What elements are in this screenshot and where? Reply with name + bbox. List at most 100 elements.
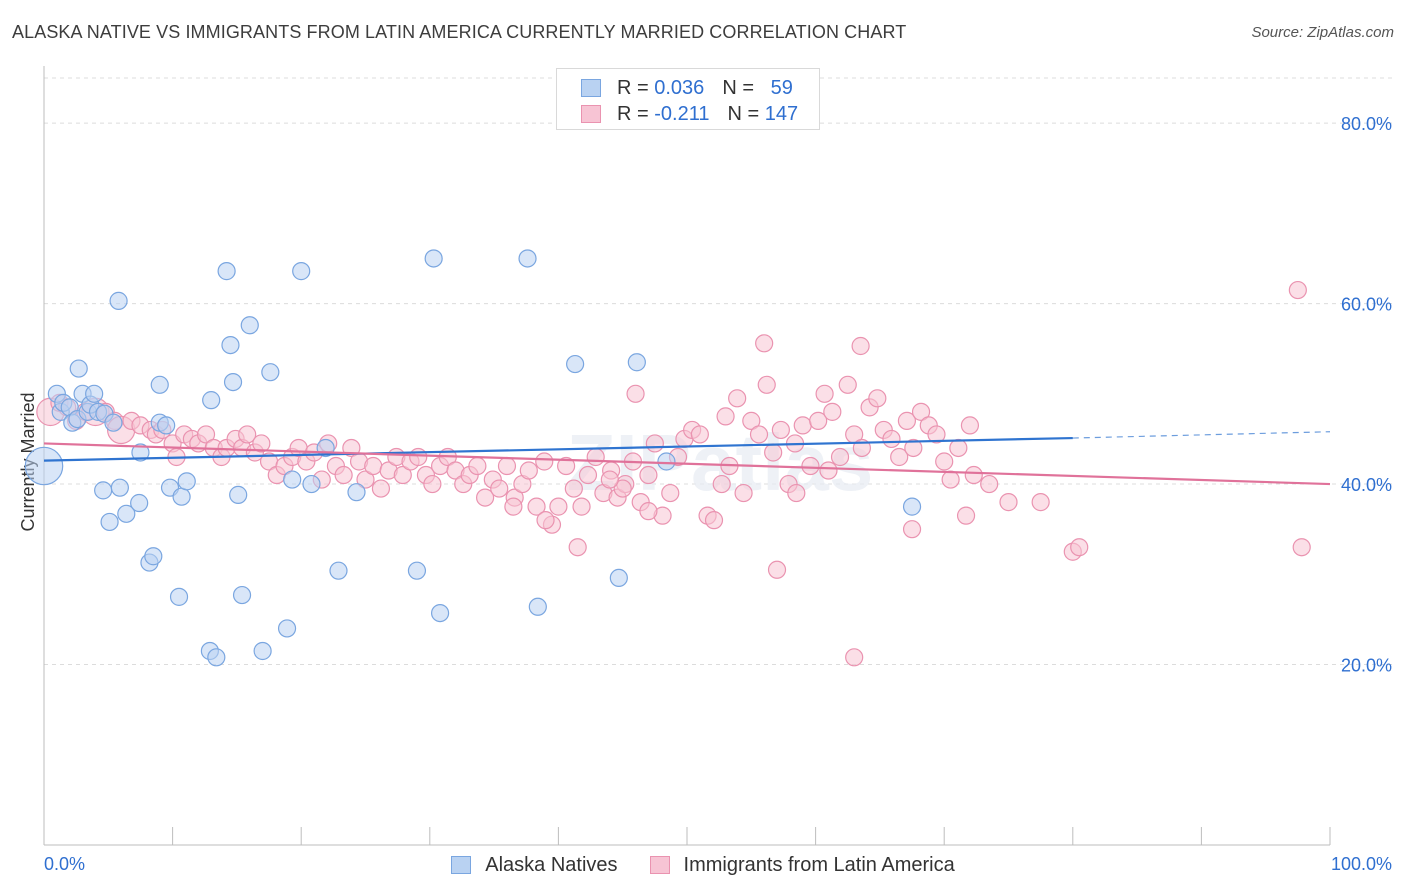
series-legend: Alaska Natives Immigrants from Latin Ame…: [0, 852, 1406, 878]
point-alaska-natives-51: [430, 603, 450, 623]
point-latin-america-135: [851, 336, 870, 356]
point-latin-america-129: [1288, 280, 1307, 300]
point-alaska-natives-50: [424, 249, 443, 268]
point-latin-america-124: [980, 474, 999, 494]
point-latin-america-141: [536, 511, 555, 530]
n-label: N =: [727, 102, 760, 125]
swatch-alaska-natives: [581, 79, 601, 97]
point-alaska-natives-45: [302, 474, 321, 494]
point-latin-america-64: [527, 497, 546, 516]
point-latin-america-114: [897, 411, 917, 430]
y-tick-label-3: 80.0%: [1341, 114, 1392, 134]
point-alaska-natives-25: [150, 375, 169, 394]
point-alaska-natives-7: [69, 359, 88, 378]
trendline-latin-america: [43, 442, 1331, 486]
point-latin-america-95: [757, 375, 776, 394]
trendline-alaska-natives: [43, 436, 1073, 462]
point-latin-america-56: [468, 456, 487, 476]
point-alaska-natives-32: [202, 391, 221, 410]
point-latin-america-121: [949, 438, 968, 458]
point-latin-america-128: [1070, 538, 1089, 557]
point-latin-america-146: [819, 461, 838, 480]
point-latin-america-88: [704, 511, 724, 530]
r-label: R =: [617, 102, 649, 125]
point-latin-america-82: [661, 483, 680, 503]
point-latin-america-100: [793, 416, 812, 435]
point-latin-america-42: [364, 456, 383, 476]
point-latin-america-136: [902, 520, 922, 539]
point-alaska-natives-38: [232, 585, 252, 605]
point-alaska-natives-29: [172, 487, 191, 506]
point-latin-america-126: [1031, 493, 1050, 512]
point-alaska-natives-48: [347, 483, 366, 502]
point-alaska-natives-16: [104, 413, 123, 432]
point-latin-america-125: [999, 493, 1018, 512]
point-latin-america-143: [600, 470, 619, 489]
point-latin-america-132: [716, 407, 735, 426]
point-alaska-natives-19: [117, 504, 136, 523]
point-alaska-natives-41: [261, 363, 280, 382]
point-latin-america-70: [572, 497, 591, 516]
point-latin-america-93: [742, 411, 761, 430]
point-latin-america-60: [497, 456, 517, 476]
point-latin-america-79: [639, 465, 658, 485]
r-value: 0.036: [654, 76, 705, 99]
r-label: R =: [617, 76, 649, 99]
point-alaska-natives-43: [283, 470, 302, 489]
point-alaska-natives-36: [223, 372, 243, 392]
point-alaska-natives-39: [240, 316, 259, 335]
point-alaska-natives-53: [528, 597, 547, 616]
chart-title: ALASKA NATIVE VS IMMIGRANTS FROM LATIN A…: [12, 22, 907, 42]
point-latin-america-101: [801, 456, 820, 476]
point-latin-america-142: [613, 479, 632, 498]
point-latin-america-63: [519, 461, 538, 480]
point-latin-america-91: [728, 389, 747, 408]
point-latin-america-113: [890, 447, 909, 467]
legend-label-latin-america: Immigrants from Latin America: [683, 853, 955, 876]
point-alaska-natives-34: [217, 262, 236, 281]
point-latin-america-25: [238, 425, 257, 444]
x-tick-label-0: 0.0%: [44, 854, 85, 874]
point-alaska-natives-44: [292, 262, 311, 281]
stats-row-alaska-natives: R = 0.036 N = 59: [581, 77, 793, 99]
point-alaska-natives-52: [518, 249, 537, 268]
point-alaska-natives-55: [609, 568, 628, 588]
point-alaska-natives-40: [253, 641, 272, 661]
point-alaska-natives-26: [157, 416, 176, 435]
point-latin-america-92: [734, 483, 753, 503]
point-alaska-natives-18: [110, 478, 129, 497]
point-latin-america-105: [830, 447, 850, 467]
point-latin-america-138: [755, 334, 774, 353]
legend-swatch-alaska-natives: [451, 856, 472, 874]
y-tick-label-1: 40.0%: [1341, 475, 1392, 495]
point-latin-america-106: [838, 375, 857, 394]
point-latin-america-68: [557, 456, 576, 476]
x-tick-label-1: 100.0%: [1331, 854, 1392, 874]
point-latin-america-50: [423, 474, 442, 494]
point-latin-america-96: [764, 443, 783, 462]
point-latin-america-140: [568, 538, 587, 557]
point-alaska-natives-20: [130, 493, 149, 513]
stats-row-latin-america: R = -0.211 N = 147: [581, 103, 798, 125]
point-latin-america-131: [626, 384, 645, 403]
point-alaska-natives-15: [100, 512, 119, 532]
point-alaska-natives-0: [24, 446, 64, 486]
point-latin-america-46: [393, 465, 412, 485]
point-latin-america-86: [690, 425, 709, 444]
point-latin-america-102: [809, 411, 828, 430]
point-alaska-natives-30: [177, 472, 196, 491]
legend-item-alaska-natives: Alaska Natives: [451, 854, 618, 877]
y-tick-label-2: 60.0%: [1341, 295, 1392, 315]
point-latin-america-80: [645, 434, 664, 453]
point-latin-america-145: [787, 483, 806, 503]
point-alaska-natives-57: [657, 452, 676, 471]
n-value: 59: [770, 76, 793, 99]
legend-swatch-latin-america: [649, 856, 670, 874]
point-latin-america-27: [252, 434, 271, 453]
point-alaska-natives-56: [627, 353, 646, 372]
point-latin-america-112: [882, 429, 901, 449]
point-latin-america-134: [845, 648, 864, 667]
point-latin-america-57: [475, 488, 495, 507]
y-tick-label-0: 20.0%: [1341, 656, 1392, 676]
point-alaska-natives-37: [229, 485, 248, 504]
